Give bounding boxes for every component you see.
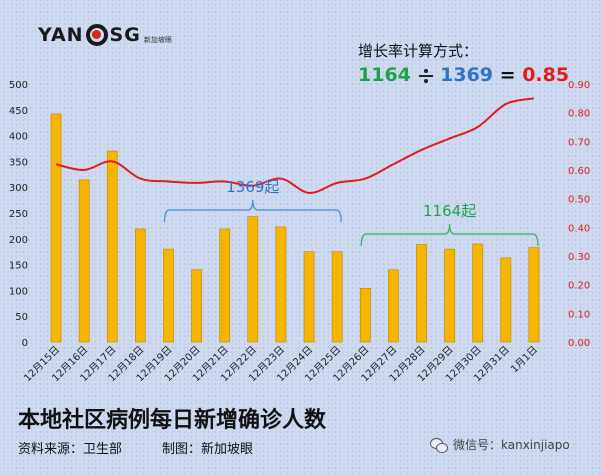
formula-result: 0.85 [522, 64, 570, 86]
bar [247, 216, 259, 343]
y-tick-right: 0.20 [568, 281, 590, 292]
bar [50, 113, 62, 343]
y-tick-left: 300 [9, 183, 28, 194]
data-source: 资料来源：卫生部 [18, 442, 123, 457]
bar [500, 257, 512, 343]
y-tick-left: 200 [9, 235, 28, 246]
bar [106, 150, 118, 343]
x-tick-label: 1月1日 [508, 344, 540, 376]
y-tick-right: 0.40 [568, 223, 590, 234]
y-tick-right: 0.30 [568, 252, 590, 263]
wechat-label: 微信号：kanxinjiapo [453, 438, 570, 452]
y-tick-left: 450 [9, 106, 28, 117]
y-tick-left: 150 [9, 261, 28, 272]
logo-text-left: YAN [38, 24, 84, 46]
y-tick-left: 50 [15, 312, 28, 323]
y-tick-right: 0.50 [568, 195, 590, 206]
bar [78, 179, 90, 343]
formula-title: 增长率计算方式： [358, 42, 479, 60]
formula: 1164 1369 = 0.85 [358, 64, 569, 86]
y-tick-left: 100 [9, 286, 28, 297]
bar [444, 248, 455, 343]
y-tick-right: 0.00 [568, 338, 590, 349]
logo-q-icon [85, 24, 108, 46]
chart-title: 本地社区病例每日新增确诊人数 [18, 407, 327, 433]
bar [472, 243, 484, 343]
chart-credit: 制图：新加坡眼 [162, 442, 254, 457]
bar [331, 251, 343, 343]
bar [359, 288, 371, 343]
y-tick-left: 0 [22, 338, 28, 349]
annotation-label: 1164起 [423, 202, 476, 220]
bar [163, 248, 174, 343]
logo-text-right: SG [109, 24, 141, 46]
logo-subtitle: 新加坡眼 [143, 36, 172, 44]
annotation-label: 1369起 [226, 178, 279, 196]
annotation-bracket [163, 199, 342, 223]
bar [219, 228, 231, 343]
bar [528, 247, 540, 343]
wechat-icon [430, 437, 448, 453]
bar [388, 269, 399, 343]
y-tick-right: 0.90 [568, 80, 590, 91]
divide-icon [418, 64, 434, 86]
formula-numerator: 1164 [358, 64, 411, 86]
y-tick-left: 500 [9, 80, 28, 91]
plot-area: 0 50 100 150 200 250 300 350 400 450 500 0.00 0.10 0.… [9, 80, 590, 384]
y-tick-right: 0.70 [568, 137, 590, 148]
bar [191, 269, 202, 343]
y-tick-right: 0.80 [568, 109, 590, 120]
annotation-bracket [360, 223, 539, 247]
wechat-id: 微信号：kanxinjiapo [430, 436, 570, 453]
y-tick-right: 0.10 [568, 309, 590, 320]
y-tick-left: 350 [9, 157, 28, 168]
bar [303, 251, 315, 343]
series-line [55, 97, 535, 194]
brand-logo: YAN SG 新加坡眼 [38, 18, 172, 52]
bar [416, 244, 427, 343]
bar [135, 228, 146, 343]
formula-denominator: 1369 [440, 64, 494, 86]
y-tick-left: 400 [9, 132, 28, 143]
formula-equals: = [499, 64, 516, 86]
y-tick-right: 0.60 [568, 166, 590, 177]
bar [275, 226, 287, 343]
y-tick-left: 250 [9, 209, 28, 220]
